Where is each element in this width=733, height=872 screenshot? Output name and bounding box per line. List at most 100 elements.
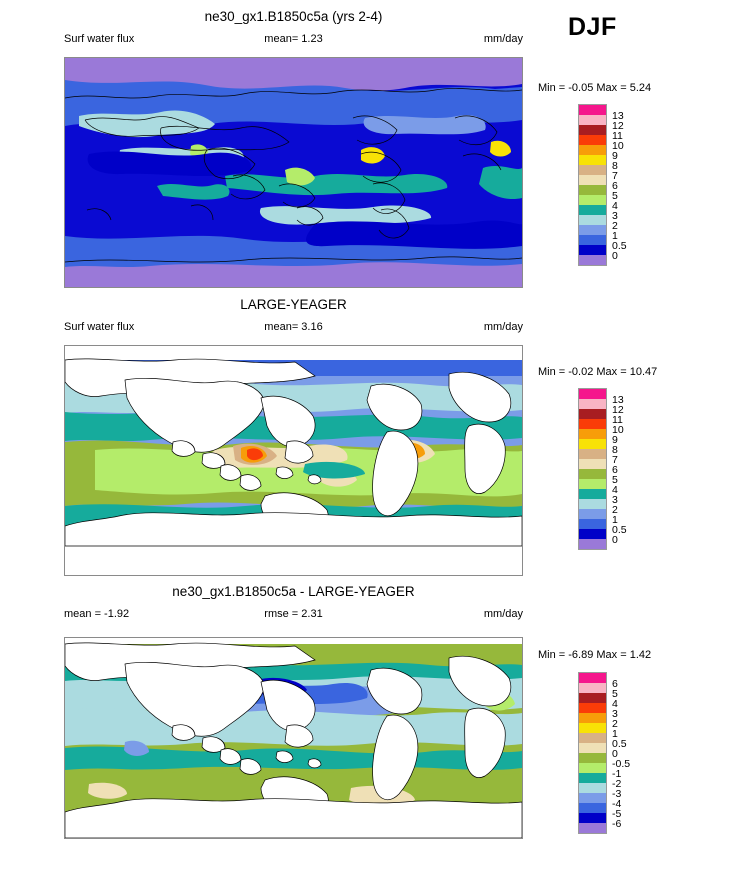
season-label: DJF [568,13,617,41]
panel-model: ne30_gx1.B1850c5a (yrs 2-4) Surf water f… [0,0,733,290]
colorbar-tick-label: 10 [612,140,624,152]
colorbar-band [579,823,606,833]
colorbar-tick-label: -5 [612,808,622,820]
colorbar-tick-label: -3 [612,788,622,800]
minmax-label: Min = -6.89 Max = 1.42 [538,649,652,661]
colorbar-tick-label: 12 [612,120,624,132]
colorbar-tick-label: 11 [612,130,623,142]
colorbar-band: 3 [579,489,618,505]
mean-label: mean= 1.23 [264,33,323,45]
colorbar-tick-label: 1 [612,514,618,526]
colorbar-band: 3 [579,703,618,719]
colorbar-band: 13 [579,105,624,121]
colorbar-band [579,539,606,549]
colorbar-tick-label: 5 [612,688,618,700]
colorbar-tick-label: 4 [612,484,618,496]
colorbar-band: 0.5 [579,519,627,535]
colorbar-tick-label: -1 [612,768,622,780]
colorbar-tick-label: 3 [612,708,618,720]
units-label: mm/day [483,608,523,620]
colorbar-band: 2 [579,499,618,515]
panel-title: LARGE-YEAGER [240,297,347,312]
colorbar-band: -6 [579,813,621,829]
colorbar-tick-label: 0.5 [612,524,627,536]
colorbar-tick-label: 3 [612,494,618,506]
colorbar-tick-label: 0.5 [612,738,627,750]
panel-subheader: Surf water flux mean= 1.23 mm/day [64,33,523,49]
map-field-difference [65,638,522,838]
colorbar-band: 2 [579,713,618,729]
panel-subheader: Surf water flux mean= 3.16 mm/day [64,321,523,337]
colorbar-tick-label: 13 [612,110,624,122]
colorbar-tick-label: 4 [612,698,618,710]
mean-label: mean = -1.92 [64,608,130,620]
panel-subheader: mean = -1.92 rmse = 2.31 mm/day [64,608,523,624]
map-obs[interactable] [64,345,523,576]
panel-obs: LARGE-YEAGER Surf water flux mean= 3.16 … [0,290,733,580]
colorbar-model[interactable]: 13 12 11 10 9 8 7 6 5 4 3 2 1 0.5 0 [578,104,627,266]
variable-label: Surf water flux [64,33,135,45]
colorbar-band: 7 [579,165,618,181]
colorbar-band: 4 [579,195,618,211]
map-field-model [65,58,522,287]
colorbar-band: 13 [579,389,624,405]
colorbar-band: 1 [579,225,618,241]
minmax-label: Min = -0.02 Max = 10.47 [538,366,658,378]
colorbar-tick-label: -2 [612,778,622,790]
colorbar-band: 9 [579,429,618,445]
colorbar-tick-label: 0 [612,748,618,760]
panel-difference: ne30_gx1.B1850c5a - LARGE-YEAGER mean = … [0,580,733,872]
colorbar-tick-label: 6 [612,678,618,690]
colorbar-tick-label: -0.5 [612,758,631,770]
units-label: mm/day [483,33,523,45]
colorbar-tick-label: 13 [612,394,624,406]
map-model[interactable] [64,57,523,288]
colorbar-band: 10 [579,135,624,151]
colorbar-band: 3 [579,205,618,221]
colorbar-band: 5 [579,469,618,485]
panel-title: ne30_gx1.B1850c5a - LARGE-YEAGER [172,584,415,599]
map-difference[interactable] [64,637,523,839]
colorbar-tick-label: 6 [612,180,618,192]
colorbar-band: 6 [579,673,618,689]
colorbar-tick-label: 4 [612,200,618,212]
map-field-obs [65,346,522,575]
mean-label: mean= 3.16 [264,321,323,333]
colorbar-band: 8 [579,155,618,171]
colorbar-band: 10 [579,419,624,435]
colorbar-band: 1 [579,723,618,739]
colorbar-tick-label: 0.5 [612,240,627,252]
minmax-label: Min = -0.05 Max = 5.24 [538,82,652,94]
colorbar-band: 0.5 [579,733,627,749]
rmse-label: rmse = 2.31 [264,608,323,620]
colorbar-tick-label: 0 [612,250,618,262]
colorbar-band: 6 [579,459,618,475]
colorbar-band: 2 [579,215,618,231]
colorbar-band: 0 [579,743,618,759]
colorbar-band: -1 [579,763,621,779]
colorbar-tick-label: -4 [612,798,622,810]
colorbar-band: -3 [579,783,621,799]
colorbar-band: 0 [579,529,618,545]
colorbar-obs[interactable]: 13 12 11 10 9 8 7 6 5 4 3 2 1 0.5 0 [578,388,627,550]
colorbar-band: 8 [579,439,618,455]
colorbar-tick-label: 1 [612,728,618,740]
colorbar-band: 4 [579,693,618,709]
colorbar-tick-label: 11 [612,414,623,426]
colorbar-tick-label: 6 [612,464,618,476]
colorbar-band: 11 [579,125,623,141]
colorbar-band: -0.5 [579,753,630,769]
colorbar-difference[interactable]: 6 5 4 3 2 1 0.5 0 -0.5 -1 -2 -3 -4 -5 -6 [578,672,630,834]
colorbar-band: 5 [579,185,618,201]
colorbar-tick-label: 2 [612,220,618,232]
colorbar-band: 5 [579,683,618,699]
colorbar-tick-label: 5 [612,474,618,486]
colorbar-tick-label: 2 [612,504,618,516]
colorbar-tick-label: 12 [612,404,624,416]
colorbar-band: 12 [579,399,624,415]
colorbar-tick-label: 8 [612,444,618,456]
colorbar-tick-label: 5 [612,190,618,202]
panel-title: ne30_gx1.B1850c5a (yrs 2-4) [204,9,383,24]
colorbar-band: 11 [579,409,623,425]
variable-label: Surf water flux [64,321,135,333]
